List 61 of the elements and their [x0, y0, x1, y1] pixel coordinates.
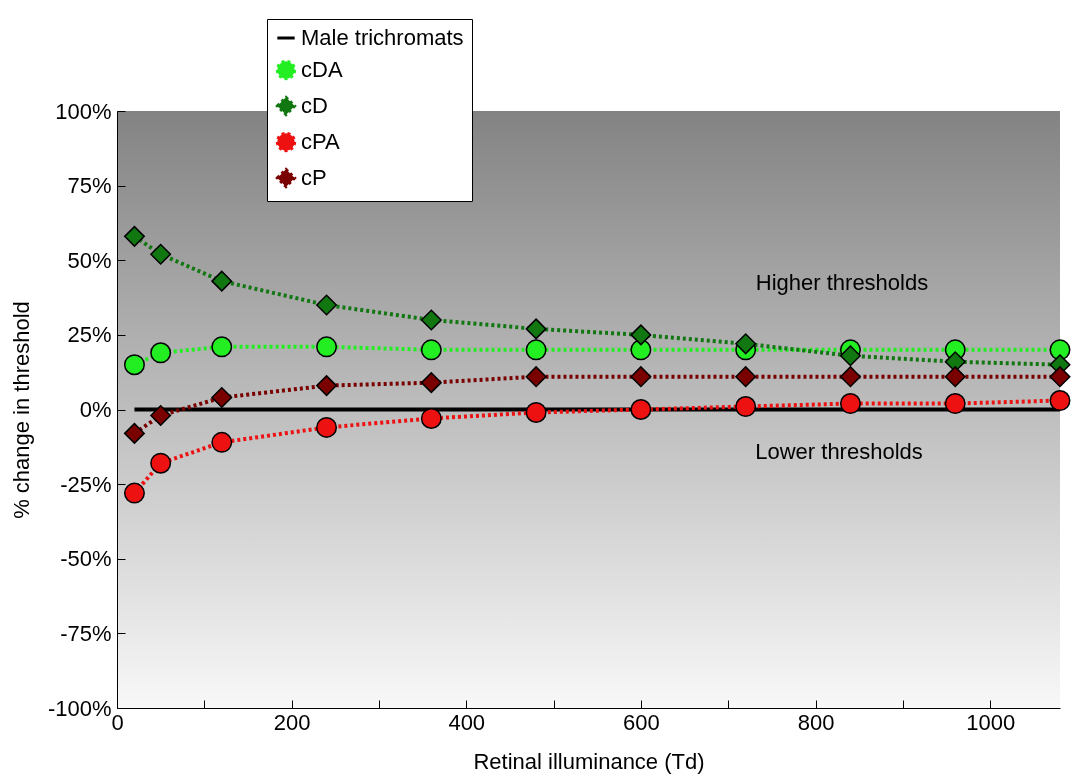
- point: [630, 399, 652, 420]
- y-tick-label: 100%: [55, 98, 112, 124]
- legend-label: Male trichromats: [301, 25, 464, 50]
- y-axis-title: % change in threshold: [8, 301, 34, 519]
- point: [525, 318, 547, 340]
- y-tick-label: -75%: [60, 620, 112, 646]
- point: [735, 396, 757, 417]
- x-axis-title: Retinal illuminance (Td): [473, 748, 705, 774]
- point: [316, 336, 338, 358]
- y-tick-label: -100%: [47, 695, 112, 721]
- y-tick-label: 50%: [67, 247, 112, 273]
- x-tick-label: 1000: [966, 709, 1016, 735]
- point: [150, 243, 172, 265]
- point: [839, 393, 861, 415]
- point: [211, 387, 233, 409]
- point: [211, 431, 233, 453]
- point: [525, 339, 547, 361]
- point: [420, 372, 442, 394]
- x-tick-label: 200: [273, 709, 311, 735]
- point: [123, 354, 145, 376]
- point: [525, 402, 547, 423]
- y-tick-label: -25%: [60, 471, 112, 497]
- legend-label: cP: [301, 165, 327, 190]
- point: [123, 482, 145, 504]
- point: [211, 270, 233, 292]
- x-tick-label: 600: [623, 709, 660, 735]
- point: [1049, 390, 1071, 412]
- legend-label: cDA: [301, 57, 343, 82]
- point: [735, 333, 757, 355]
- x-tick-label: 0: [111, 709, 124, 735]
- y-tick-label: 75%: [67, 173, 112, 199]
- y-tick-label: 25%: [67, 322, 112, 348]
- point: [123, 422, 145, 444]
- point: [839, 345, 861, 367]
- annotation: Higher thresholds: [755, 270, 929, 295]
- x-tick-label: 800: [797, 709, 835, 735]
- point: [420, 407, 442, 429]
- point: [839, 366, 861, 388]
- point: [316, 375, 338, 397]
- point: [150, 452, 172, 474]
- point: [735, 366, 757, 388]
- point: [150, 404, 172, 426]
- point: [944, 366, 966, 388]
- point: [420, 309, 442, 331]
- point: [316, 294, 338, 316]
- point: [1049, 366, 1071, 388]
- point: [630, 324, 652, 346]
- point: [211, 336, 233, 358]
- point: [525, 366, 547, 388]
- legend-label: cD: [301, 93, 328, 118]
- legend-label: cPA: [301, 129, 341, 154]
- y-tick-label: 0%: [79, 397, 112, 422]
- point: [630, 366, 652, 388]
- point: [316, 416, 338, 438]
- annotation: Lower thresholds: [755, 439, 923, 464]
- point: [944, 393, 966, 415]
- y-tick-label: -50%: [60, 546, 112, 572]
- x-tick-label: 400: [448, 709, 486, 735]
- point: [123, 225, 145, 247]
- point: [420, 339, 442, 361]
- point: [150, 342, 172, 364]
